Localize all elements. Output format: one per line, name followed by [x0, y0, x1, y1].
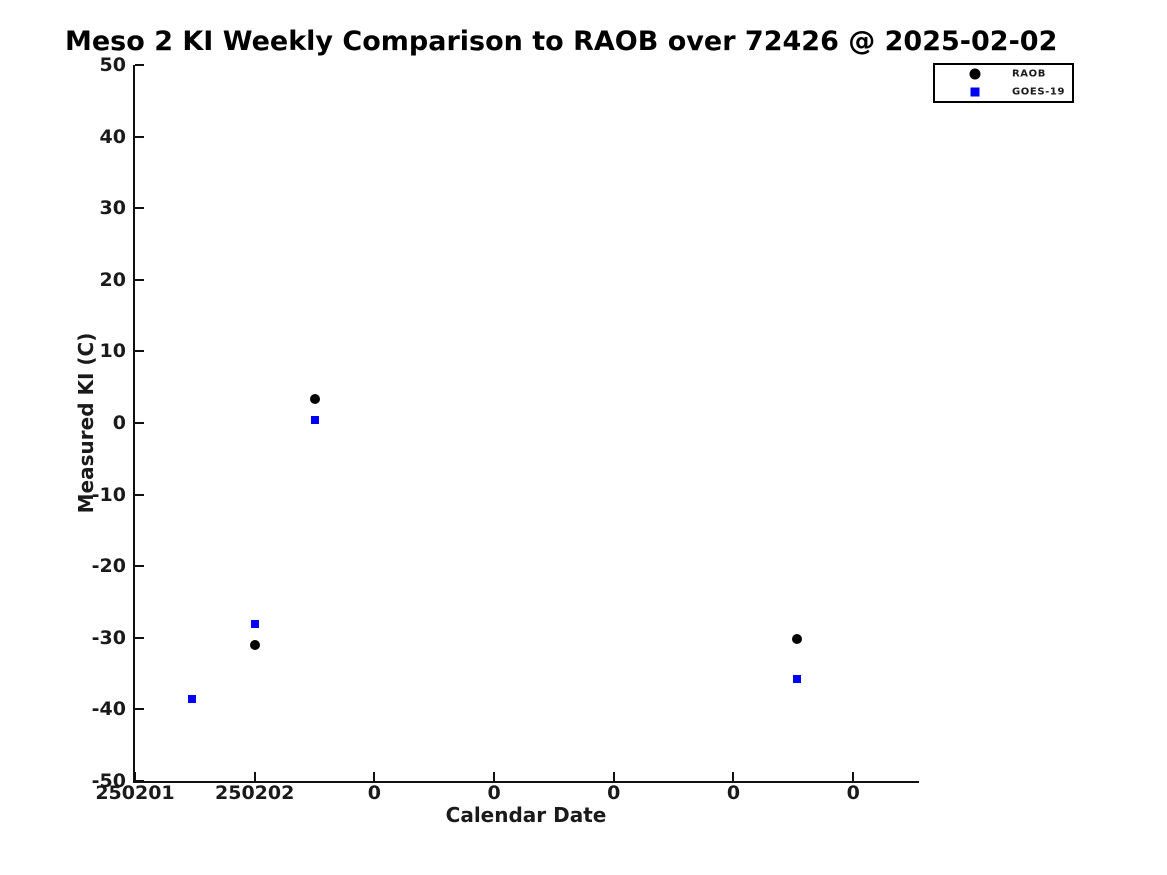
y-tick-mark: [135, 278, 144, 281]
y-tick-mark: [135, 780, 144, 782]
y-tick-mark: [135, 64, 144, 66]
x-axis-title: Calendar Date: [445, 803, 607, 827]
legend: RAOB GOES-19: [933, 63, 1074, 103]
y-axis-line: [133, 65, 135, 783]
y-tick-mark: [135, 207, 144, 210]
x-tick-label: 0: [487, 782, 501, 804]
y-tick-label: 10: [99, 340, 126, 363]
plot-area: [133, 64, 919, 783]
x-tick-label: 0: [846, 782, 860, 804]
y-tick-mark: [135, 135, 144, 138]
x-tick-mark: [852, 772, 855, 781]
y-tick-mark: [135, 636, 144, 639]
x-axis-line: [133, 781, 919, 783]
legend-entry-goes19: GOES-19: [935, 84, 1072, 100]
y-tick-label: -40: [91, 698, 126, 721]
legend-entry-raob: RAOB: [935, 66, 1072, 82]
raob-data-point: [309, 393, 320, 404]
legend-label-goes19: GOES-19: [1012, 86, 1066, 98]
x-tick-label: 250202: [215, 782, 295, 804]
x-tick-mark: [612, 772, 615, 781]
y-tick-mark: [135, 493, 144, 496]
y-tick-label: -30: [91, 626, 126, 649]
y-tick-label: -50: [91, 770, 126, 792]
y-tick-mark: [135, 565, 144, 568]
x-tick-label: 0: [607, 782, 621, 804]
y-tick-label: 50: [99, 54, 126, 76]
y-tick-label: -10: [91, 483, 126, 506]
raob-data-point: [249, 639, 260, 650]
y-tick-label: 0: [112, 412, 126, 434]
x-tick-mark: [373, 772, 376, 781]
goes19-square-marker-icon: [970, 87, 980, 97]
legend-label-raob: RAOB: [1012, 68, 1046, 80]
raob-circle-marker-icon: [969, 68, 981, 80]
goes-19-data-point: [250, 620, 259, 629]
y-tick-label: 20: [99, 268, 126, 291]
x-tick-mark: [253, 772, 256, 781]
y-tick-mark: [135, 708, 144, 711]
goes-19-data-point: [792, 675, 801, 684]
x-tick-label: 0: [726, 782, 741, 804]
goes-19-data-point: [188, 695, 197, 704]
x-tick-label: 250201: [95, 782, 175, 804]
x-tick-mark: [732, 772, 735, 781]
x-tick-label: 0: [367, 782, 381, 804]
chart-title: Meso 2 KI Weekly Comparison to RAOB over…: [65, 26, 1058, 57]
y-tick-label: 40: [99, 125, 126, 148]
x-tick-mark: [493, 772, 496, 781]
y-tick-mark: [135, 350, 144, 353]
raob-data-point: [791, 633, 802, 644]
y-tick-label: -20: [91, 555, 126, 578]
goes-19-data-point: [310, 416, 319, 425]
y-tick-label: 30: [99, 197, 126, 220]
y-tick-mark: [135, 422, 144, 424]
x-tick-mark: [134, 772, 136, 781]
